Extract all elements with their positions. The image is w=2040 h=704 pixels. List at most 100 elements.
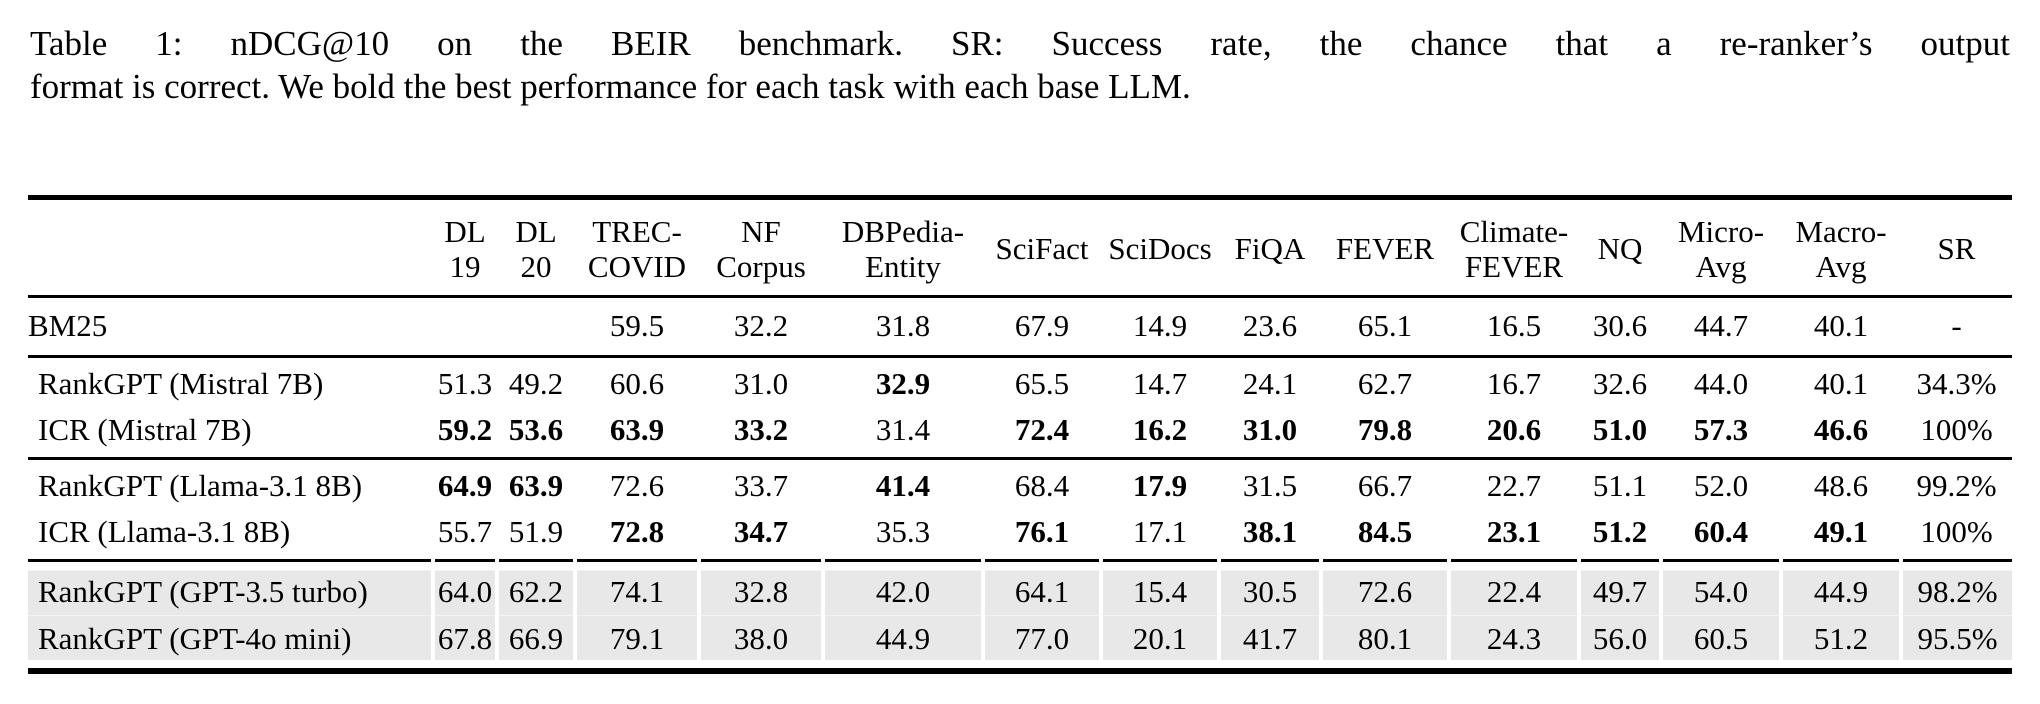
column-header: FEVER — [1321, 197, 1449, 299]
column-header: Macro- Avg — [1781, 197, 1901, 299]
metric-cell: 49.1 — [1813, 514, 1869, 550]
metric-cell: 60.6 — [575, 354, 699, 408]
metric-cell: 31.5 — [1219, 456, 1321, 510]
table-caption-line-2: format is correct. We bold the best perf… — [30, 67, 1191, 107]
metric-cell: 54.0 — [1659, 558, 1781, 616]
metric-cell: 49.2 — [497, 354, 575, 408]
metric-cell: 51.3 — [433, 354, 497, 408]
column-header: SciDocs — [1101, 197, 1219, 299]
table-row: ICR (Llama-3.1 8B) 55.7 51.9 72.8 34.7 35.3 76… — [28, 509, 2012, 560]
table-header: DL 19 DL 20 TREC- COVID NF Corpus DBPedia- E… — [28, 197, 2012, 299]
metric-cell: 67.8 — [431, 615, 497, 672]
table-caption-line-1: Table 1: nDCG@10 on the BEIR benchmark. … — [30, 24, 2010, 63]
metric-cell: 62.2 — [495, 558, 575, 616]
metric-cell: 76.1 — [1014, 514, 1070, 550]
metric-cell — [497, 297, 575, 357]
metric-cell: 80.1 — [1319, 615, 1449, 672]
table-caption: Table 1: nDCG@10 on the BEIR benchmark. … — [30, 22, 2010, 109]
metric-cell: 60.5 — [1659, 615, 1781, 672]
metric-cell: 14.9 — [1132, 308, 1188, 344]
metric-cell: 49.7 — [1577, 558, 1661, 616]
metric-cell: 79.1 — [573, 615, 699, 672]
table-row: RankGPT (Llama-3.1 8B) 64.9 63.9 72.6 33.7 41… — [28, 456, 2012, 510]
row-label: RankGPT (GPT-4o mini) — [28, 615, 433, 672]
metric-cell: 42.0 — [821, 558, 983, 616]
row-label: RankGPT (Llama-3.1 8B) — [28, 456, 433, 510]
metric-cell: 31.4 — [875, 412, 931, 448]
metric-cell: 22.7 — [1449, 456, 1579, 510]
metric-cell: 72.4 — [1014, 412, 1070, 448]
row-label: RankGPT (Mistral 7B) — [28, 354, 433, 408]
metric-cell: 40.1 — [1781, 354, 1901, 408]
metric-cell: 40.1 — [1813, 308, 1869, 344]
metric-cell: 31.8 — [875, 308, 931, 344]
metric-cell: 55.7 — [437, 514, 493, 550]
metric-cell: 16.2 — [1132, 412, 1188, 448]
metric-cell: 53.6 — [508, 412, 564, 448]
column-header: FiQA — [1219, 197, 1321, 299]
metric-cell: 64.0 — [431, 558, 497, 616]
column-header: NF Corpus — [699, 197, 823, 299]
metric-cell: 99.2% — [1901, 456, 2012, 510]
metric-cell: 63.9 — [497, 456, 575, 510]
row-label: ICR (Llama-3.1 8B) — [38, 514, 291, 550]
table-row: ICR (Mistral 7B) 59.2 53.6 63.9 33.2 31.4 72.4… — [28, 407, 2012, 458]
metric-cell: 44.0 — [1661, 354, 1781, 408]
metric-cell: 72.6 — [1319, 558, 1449, 616]
column-header: Micro- Avg — [1661, 197, 1781, 299]
column-header: SciFact — [983, 197, 1101, 299]
metric-cell: 95.5% — [1899, 615, 2012, 672]
benchmark-table: DL 19 DL 20 TREC- COVID NF Corpus DBPedia- E… — [28, 194, 2012, 675]
metric-cell: 79.8 — [1357, 412, 1413, 448]
metric-cell: 72.8 — [609, 514, 665, 550]
metric-cell: 66.9 — [495, 615, 575, 672]
column-header: TREC- COVID — [575, 197, 699, 299]
metric-cell: 32.2 — [733, 308, 789, 344]
metric-cell: 51.0 — [1592, 412, 1648, 448]
column-header: NQ — [1579, 197, 1661, 299]
metric-cell: 57.3 — [1693, 412, 1749, 448]
metric-cell: 59.2 — [437, 412, 493, 448]
metric-cell: 16.7 — [1449, 354, 1579, 408]
row-label: RankGPT (GPT-3.5 turbo) — [28, 558, 433, 616]
metric-cell: 63.9 — [609, 412, 665, 448]
table-row: RankGPT (GPT-4o mini) 67.8 66.9 79.1 38.0 44.… — [28, 615, 2012, 672]
metric-cell: 74.1 — [573, 558, 699, 616]
metric-cell: 16.5 — [1486, 308, 1542, 344]
metric-cell: 34.7 — [733, 514, 789, 550]
metric-cell: 44.7 — [1693, 308, 1749, 344]
column-header: DL 20 — [497, 197, 575, 299]
metric-cell: 84.5 — [1357, 514, 1413, 550]
metric-cell: 41.7 — [1217, 615, 1321, 672]
table-body: BM25 59.5 32.2 31.8 67.9 14.9 23.6 65.1 16.5 30.6… — [28, 297, 2012, 672]
metric-cell: 24.1 — [1219, 354, 1321, 408]
metric-cell: 51.9 — [508, 514, 564, 550]
metric-cell: 31.0 — [699, 354, 823, 408]
metric-cell: 65.5 — [983, 354, 1101, 408]
metric-cell: 35.3 — [875, 514, 931, 550]
metric-cell: 44.9 — [821, 615, 983, 672]
metric-cell: 64.1 — [981, 558, 1101, 616]
metric-cell: 30.5 — [1217, 558, 1321, 616]
metric-cell: 46.6 — [1813, 412, 1869, 448]
row-label: BM25 — [28, 308, 108, 344]
metric-cell: 59.5 — [609, 308, 665, 344]
metric-cell: 72.6 — [575, 456, 699, 510]
metric-cell: 33.2 — [733, 412, 789, 448]
metric-cell: 100% — [1920, 412, 1993, 448]
metric-cell: 33.7 — [699, 456, 823, 510]
metric-cell: 32.6 — [1579, 354, 1661, 408]
metric-cell: 98.2% — [1899, 558, 2012, 616]
metric-cell: 77.0 — [981, 615, 1101, 672]
metric-cell: 31.0 — [1242, 412, 1298, 448]
table-row: RankGPT (Mistral 7B) 51.3 49.2 60.6 31.0 32.9… — [28, 354, 2012, 408]
metric-cell: 15.4 — [1099, 558, 1219, 616]
column-header: Climate- FEVER — [1449, 197, 1579, 299]
metric-cell: 23.6 — [1242, 308, 1298, 344]
metric-cell: 20.1 — [1099, 615, 1219, 672]
metric-cell: 65.1 — [1357, 308, 1413, 344]
column-header: DBPedia- Entity — [823, 197, 983, 299]
table-row: RankGPT (GPT-3.5 turbo) 64.0 62.2 74.1 32.8 4… — [28, 558, 2012, 616]
column-header: DL 19 — [433, 197, 497, 299]
paper-page: Table 1: nDCG@10 on the BEIR benchmark. … — [0, 22, 2040, 704]
